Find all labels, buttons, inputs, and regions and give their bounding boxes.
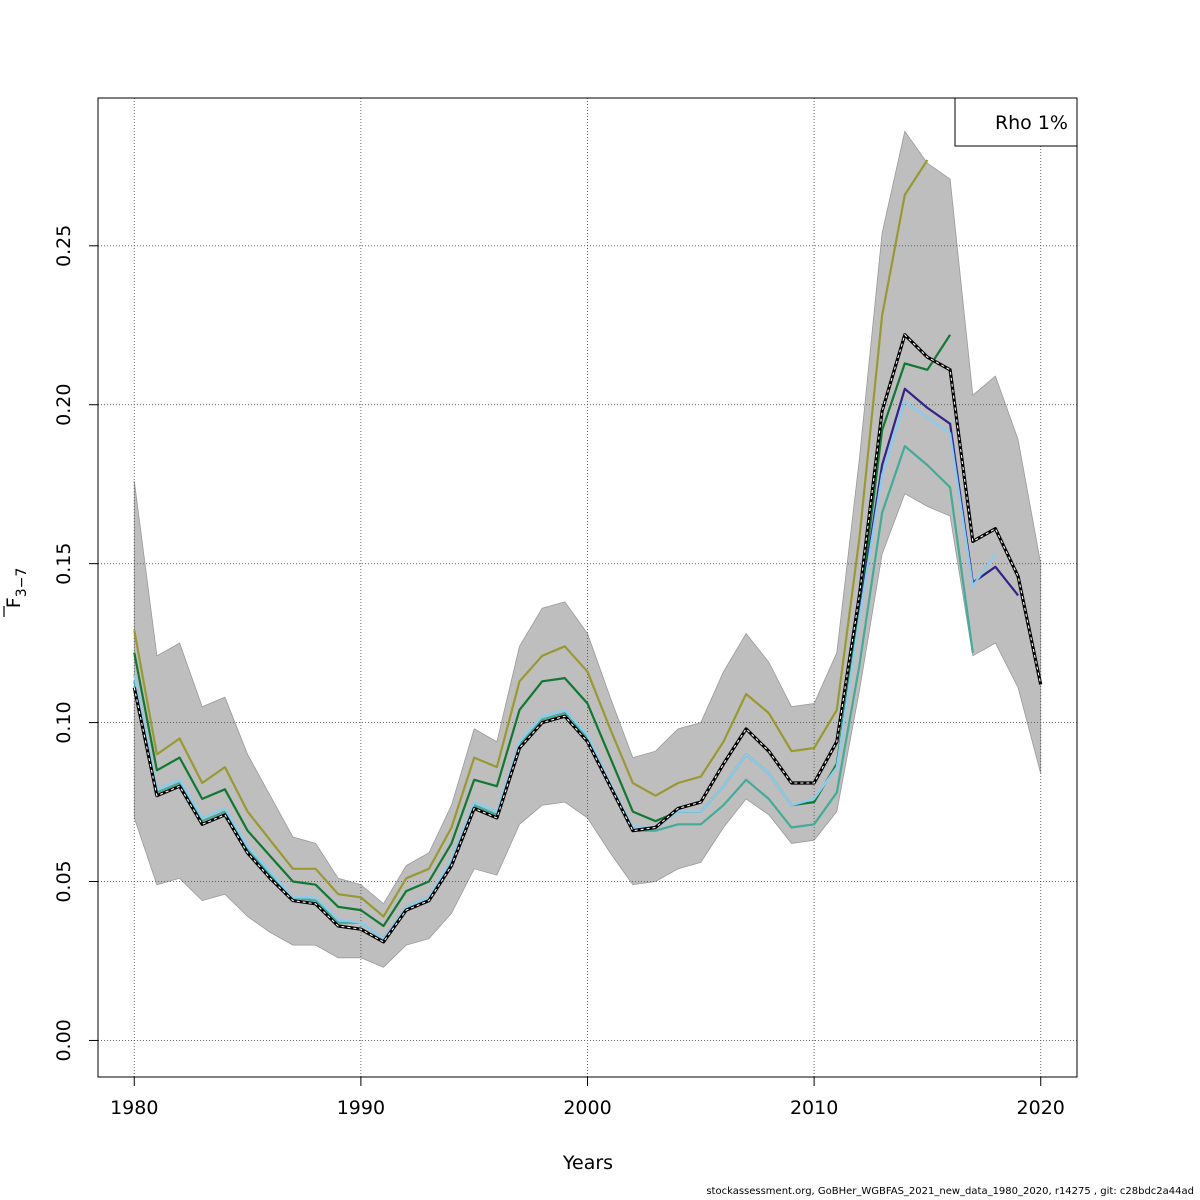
y-tick-label: 0.15 <box>53 543 75 585</box>
y-axis: 0.00 0.05 0.10 0.15 0.20 0.25 <box>53 225 99 1062</box>
legend-box <box>954 97 1078 147</box>
y-tick-label: 0.20 <box>53 384 75 426</box>
series-line-dashes <box>133 333 1042 943</box>
footer-note: stockassessment.org, GoBHer_WGBFAS_2021_… <box>706 1186 1194 1197</box>
series-line <box>133 334 952 928</box>
series-line <box>133 400 997 940</box>
x-tick-label: 1980 <box>110 1097 158 1119</box>
series-layer <box>132 159 1043 944</box>
x-tick-label: 1990 <box>337 1097 385 1119</box>
series-line <box>133 445 974 940</box>
grid-layer <box>98 98 1077 1077</box>
x-tick-label: 2000 <box>563 1097 611 1119</box>
x-axis: 1980 1990 2000 2010 2020 <box>110 1076 1065 1119</box>
y-tick-label: 0.10 <box>53 701 75 743</box>
x-tick-label: 2010 <box>790 1097 838 1119</box>
series-line <box>133 159 929 918</box>
y-tick-label: 0.00 <box>53 1019 75 1061</box>
svg-text:F3−7: F3−7 <box>3 568 30 608</box>
legend: Rho 1% <box>954 97 1078 147</box>
y-tick-label: 0.05 <box>53 860 75 902</box>
y-axis-title: F3−7 <box>3 568 30 617</box>
series-line <box>858 387 1019 615</box>
y-axis-title-sub: 3−7 <box>14 568 30 598</box>
x-axis-title: Years <box>562 1152 613 1174</box>
y-tick-label: 0.25 <box>53 225 75 267</box>
legend-text: Rho 1% <box>995 112 1068 134</box>
y-axis-title-main: F <box>3 597 25 608</box>
x-tick-label: 2020 <box>1017 1097 1065 1119</box>
